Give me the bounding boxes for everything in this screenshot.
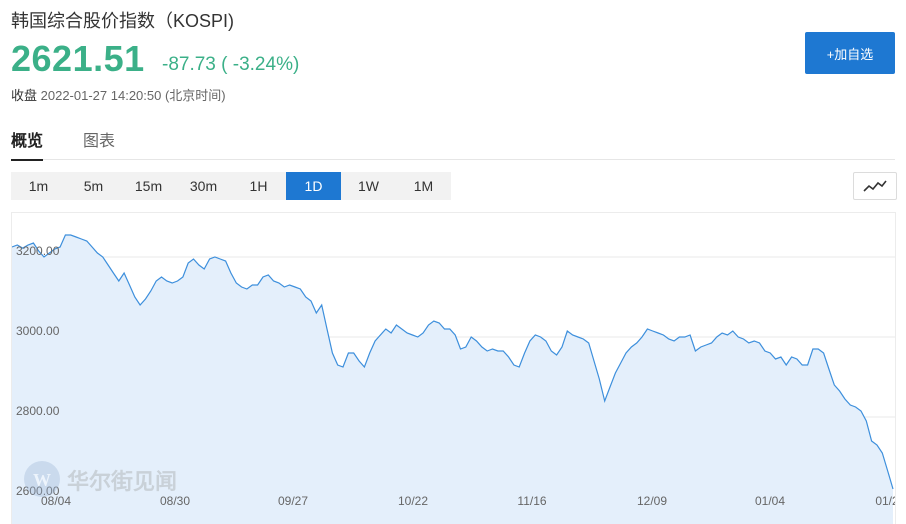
y-tick-label: 2600.00 (16, 484, 60, 498)
range-1mo[interactable]: 1M (413, 178, 434, 194)
tab-chart[interactable]: 图表 (83, 133, 116, 150)
range-1d[interactable]: 1D (286, 172, 341, 200)
tab-bar: 概览 图表 (11, 127, 895, 161)
x-tick-label: 12/09 (637, 494, 667, 508)
x-tick-label: 01/04 (755, 494, 785, 508)
x-tick-label: 01/2 (875, 494, 896, 508)
x-tick-label: 09/27 (278, 494, 308, 508)
current-price: 2621.51 (11, 38, 145, 79)
watermark-logo-letter: W (33, 470, 51, 490)
range-1m[interactable]: 1m (28, 178, 49, 194)
range-15m[interactable]: 15m (134, 178, 163, 194)
range-1h[interactable]: 1H (249, 178, 268, 194)
price-change: -87.73 ( -3.24%) (162, 54, 300, 75)
price-area (12, 235, 893, 524)
status-timestamp: 2022-01-27 14:20:50 (北京时间) (40, 88, 226, 103)
tab-overview[interactable]: 概览 (11, 127, 44, 161)
line-chart-icon (863, 180, 887, 192)
x-tick-label: 10/22 (398, 494, 428, 508)
chart-type-button[interactable] (853, 172, 897, 200)
price-chart: 2600.00 2800.00 3000.00 3200.00 08/04 08/30 0… (11, 212, 896, 524)
range-1w[interactable]: 1W (358, 178, 379, 194)
watermark-logo-icon (24, 461, 60, 497)
add-watchlist-button[interactable]: +加自选 (805, 32, 895, 74)
y-tick-label: 3200.00 (16, 244, 60, 258)
y-tick-label: 3000.00 (16, 324, 60, 338)
range-30m[interactable]: 30m (189, 178, 218, 194)
market-status: 收盘 2022-01-27 14:20:50 (北京时间) (11, 85, 226, 104)
x-tick-label: 08/04 (41, 494, 71, 508)
x-tick-label: 08/30 (160, 494, 190, 508)
index-title: 韩国综合股价指数（KOSPI) (11, 11, 235, 31)
y-tick-label: 2800.00 (16, 404, 60, 418)
price-chart-svg: 2600.00 2800.00 3000.00 3200.00 08/04 08/30 0… (12, 234, 896, 524)
price-line (12, 234, 894, 490)
status-label: 收盘 (11, 88, 38, 103)
range-5m[interactable]: 5m (83, 178, 104, 194)
x-tick-label: 11/16 (517, 494, 546, 508)
watermark: W 华尔街见闻 (24, 461, 177, 497)
time-range-selector: 1m 5m 15m 30m 1H 1D 1W 1M (11, 172, 451, 200)
watermark-text: 华尔街见闻 (67, 469, 177, 495)
